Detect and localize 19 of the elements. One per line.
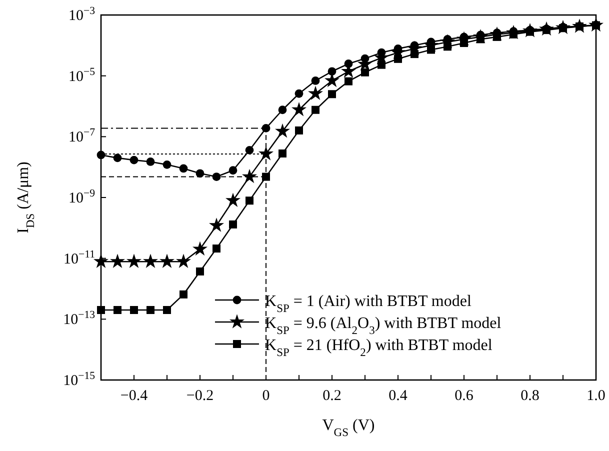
- x-tick-label: 0: [262, 388, 270, 404]
- y-tick-label: 10$^{−9}$: [68, 188, 95, 206]
- y-tick-label: 10$^{−11}$: [64, 248, 95, 268]
- x-tick-label: 0.4: [388, 388, 408, 404]
- legend-label: K$_{SP}$ = 21 (HfO$_{2}$) with BTBT model: [265, 337, 493, 359]
- x-axis-title: V$_{GS}$ (V): [322, 417, 375, 439]
- x-tick-label: 0.8: [520, 388, 540, 404]
- x-tick-label: 1.0: [586, 388, 606, 404]
- legend-label: K$_{SP}$ = 9.6 (Al$_{2}$O$_{3}$) with BTBT model: [265, 315, 502, 337]
- x-tick-label: −0.4: [120, 388, 148, 404]
- x-tick-label: 0.6: [454, 388, 474, 404]
- y-tick-label: 10$^{−7}$: [68, 126, 96, 146]
- y-tick-label: 10$^{−15}$: [63, 370, 95, 389]
- y-tick-label: 10$^{−13}$: [63, 309, 95, 328]
- x-tick-label: −0.2: [186, 388, 214, 404]
- y-tick-label: 10$^{−3}$: [68, 5, 95, 24]
- y-tick-label: 10$^{−5}$: [68, 66, 95, 85]
- legend-label: K$_{SP}$ = 1 (Air) with BTBT model: [265, 293, 472, 315]
- x-tick-label: 0.2: [322, 388, 342, 404]
